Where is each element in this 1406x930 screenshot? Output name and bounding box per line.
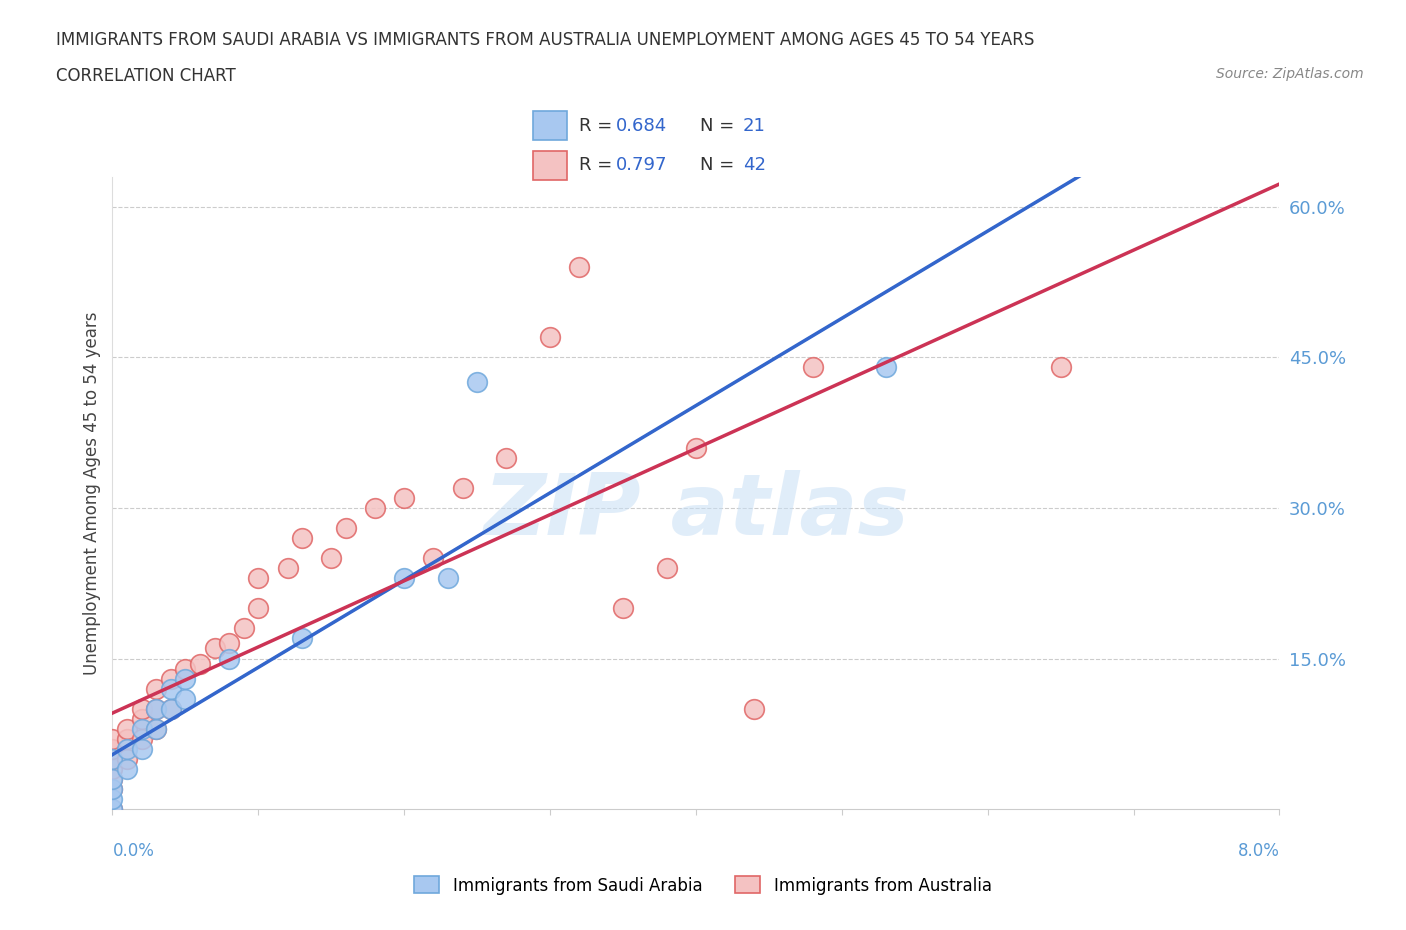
Point: [188, 656, 211, 671]
Point: [101, 751, 124, 766]
Point: [655, 561, 678, 576]
Point: [232, 621, 254, 636]
Text: CORRELATION CHART: CORRELATION CHART: [56, 67, 236, 85]
Point: [451, 481, 474, 496]
Point: [101, 802, 124, 817]
Point: [160, 701, 183, 716]
Text: IMMIGRANTS FROM SAUDI ARABIA VS IMMIGRANTS FROM AUSTRALIA UNEMPLOYMENT AMONG AGE: IMMIGRANTS FROM SAUDI ARABIA VS IMMIGRAN…: [56, 31, 1035, 48]
Point: [145, 681, 167, 696]
Point: [115, 731, 138, 746]
Point: [101, 781, 124, 796]
Point: [145, 722, 167, 737]
Point: [204, 641, 226, 656]
Point: [538, 330, 561, 345]
Point: [276, 561, 298, 576]
Text: 8.0%: 8.0%: [1237, 842, 1279, 860]
Point: [465, 375, 488, 390]
Point: [742, 701, 765, 716]
Point: [115, 762, 138, 777]
Point: [101, 772, 124, 787]
Text: 42: 42: [742, 156, 766, 175]
Point: [145, 701, 167, 716]
Y-axis label: Unemployment Among Ages 45 to 54 years: Unemployment Among Ages 45 to 54 years: [83, 312, 101, 674]
Text: ZIP atlas: ZIP atlas: [484, 471, 908, 553]
Point: [145, 701, 167, 716]
Point: [101, 762, 124, 777]
Point: [101, 802, 124, 817]
Point: [685, 440, 707, 455]
Point: [160, 701, 183, 716]
Point: [174, 661, 197, 676]
Point: [247, 571, 270, 586]
Point: [218, 651, 240, 666]
Point: [321, 551, 343, 565]
Point: [101, 751, 124, 766]
Point: [115, 741, 138, 756]
Point: [612, 601, 634, 616]
Point: [101, 741, 124, 756]
Point: [101, 791, 124, 806]
Point: [131, 722, 153, 737]
Point: [160, 671, 183, 686]
Legend: Immigrants from Saudi Arabia, Immigrants from Australia: Immigrants from Saudi Arabia, Immigrants…: [408, 870, 998, 901]
Point: [422, 551, 444, 565]
Point: [101, 781, 124, 796]
Text: 21: 21: [742, 116, 766, 135]
Point: [174, 671, 197, 686]
Text: N =: N =: [700, 156, 740, 175]
Point: [801, 360, 824, 375]
Text: R =: R =: [579, 116, 619, 135]
Point: [247, 601, 270, 616]
Point: [568, 259, 591, 274]
Point: [115, 722, 138, 737]
Text: 0.684: 0.684: [616, 116, 668, 135]
Point: [291, 631, 314, 646]
Text: R =: R =: [579, 156, 619, 175]
Point: [495, 450, 517, 465]
FancyBboxPatch shape: [533, 151, 567, 180]
Point: [174, 691, 197, 706]
Point: [1049, 360, 1071, 375]
Point: [145, 722, 167, 737]
Point: [131, 701, 153, 716]
Point: [335, 521, 357, 536]
Point: [131, 731, 153, 746]
Text: N =: N =: [700, 116, 740, 135]
Point: [101, 731, 124, 746]
Point: [392, 571, 416, 586]
Point: [160, 681, 183, 696]
Point: [364, 500, 387, 515]
Point: [131, 711, 153, 726]
FancyBboxPatch shape: [533, 112, 567, 140]
Point: [392, 490, 416, 505]
Point: [115, 751, 138, 766]
Text: 0.0%: 0.0%: [112, 842, 155, 860]
Text: Source: ZipAtlas.com: Source: ZipAtlas.com: [1216, 67, 1364, 81]
Point: [101, 772, 124, 787]
Text: 0.797: 0.797: [616, 156, 668, 175]
Point: [131, 741, 153, 756]
Point: [291, 531, 314, 546]
Point: [875, 360, 897, 375]
Point: [437, 571, 460, 586]
Point: [218, 636, 240, 651]
